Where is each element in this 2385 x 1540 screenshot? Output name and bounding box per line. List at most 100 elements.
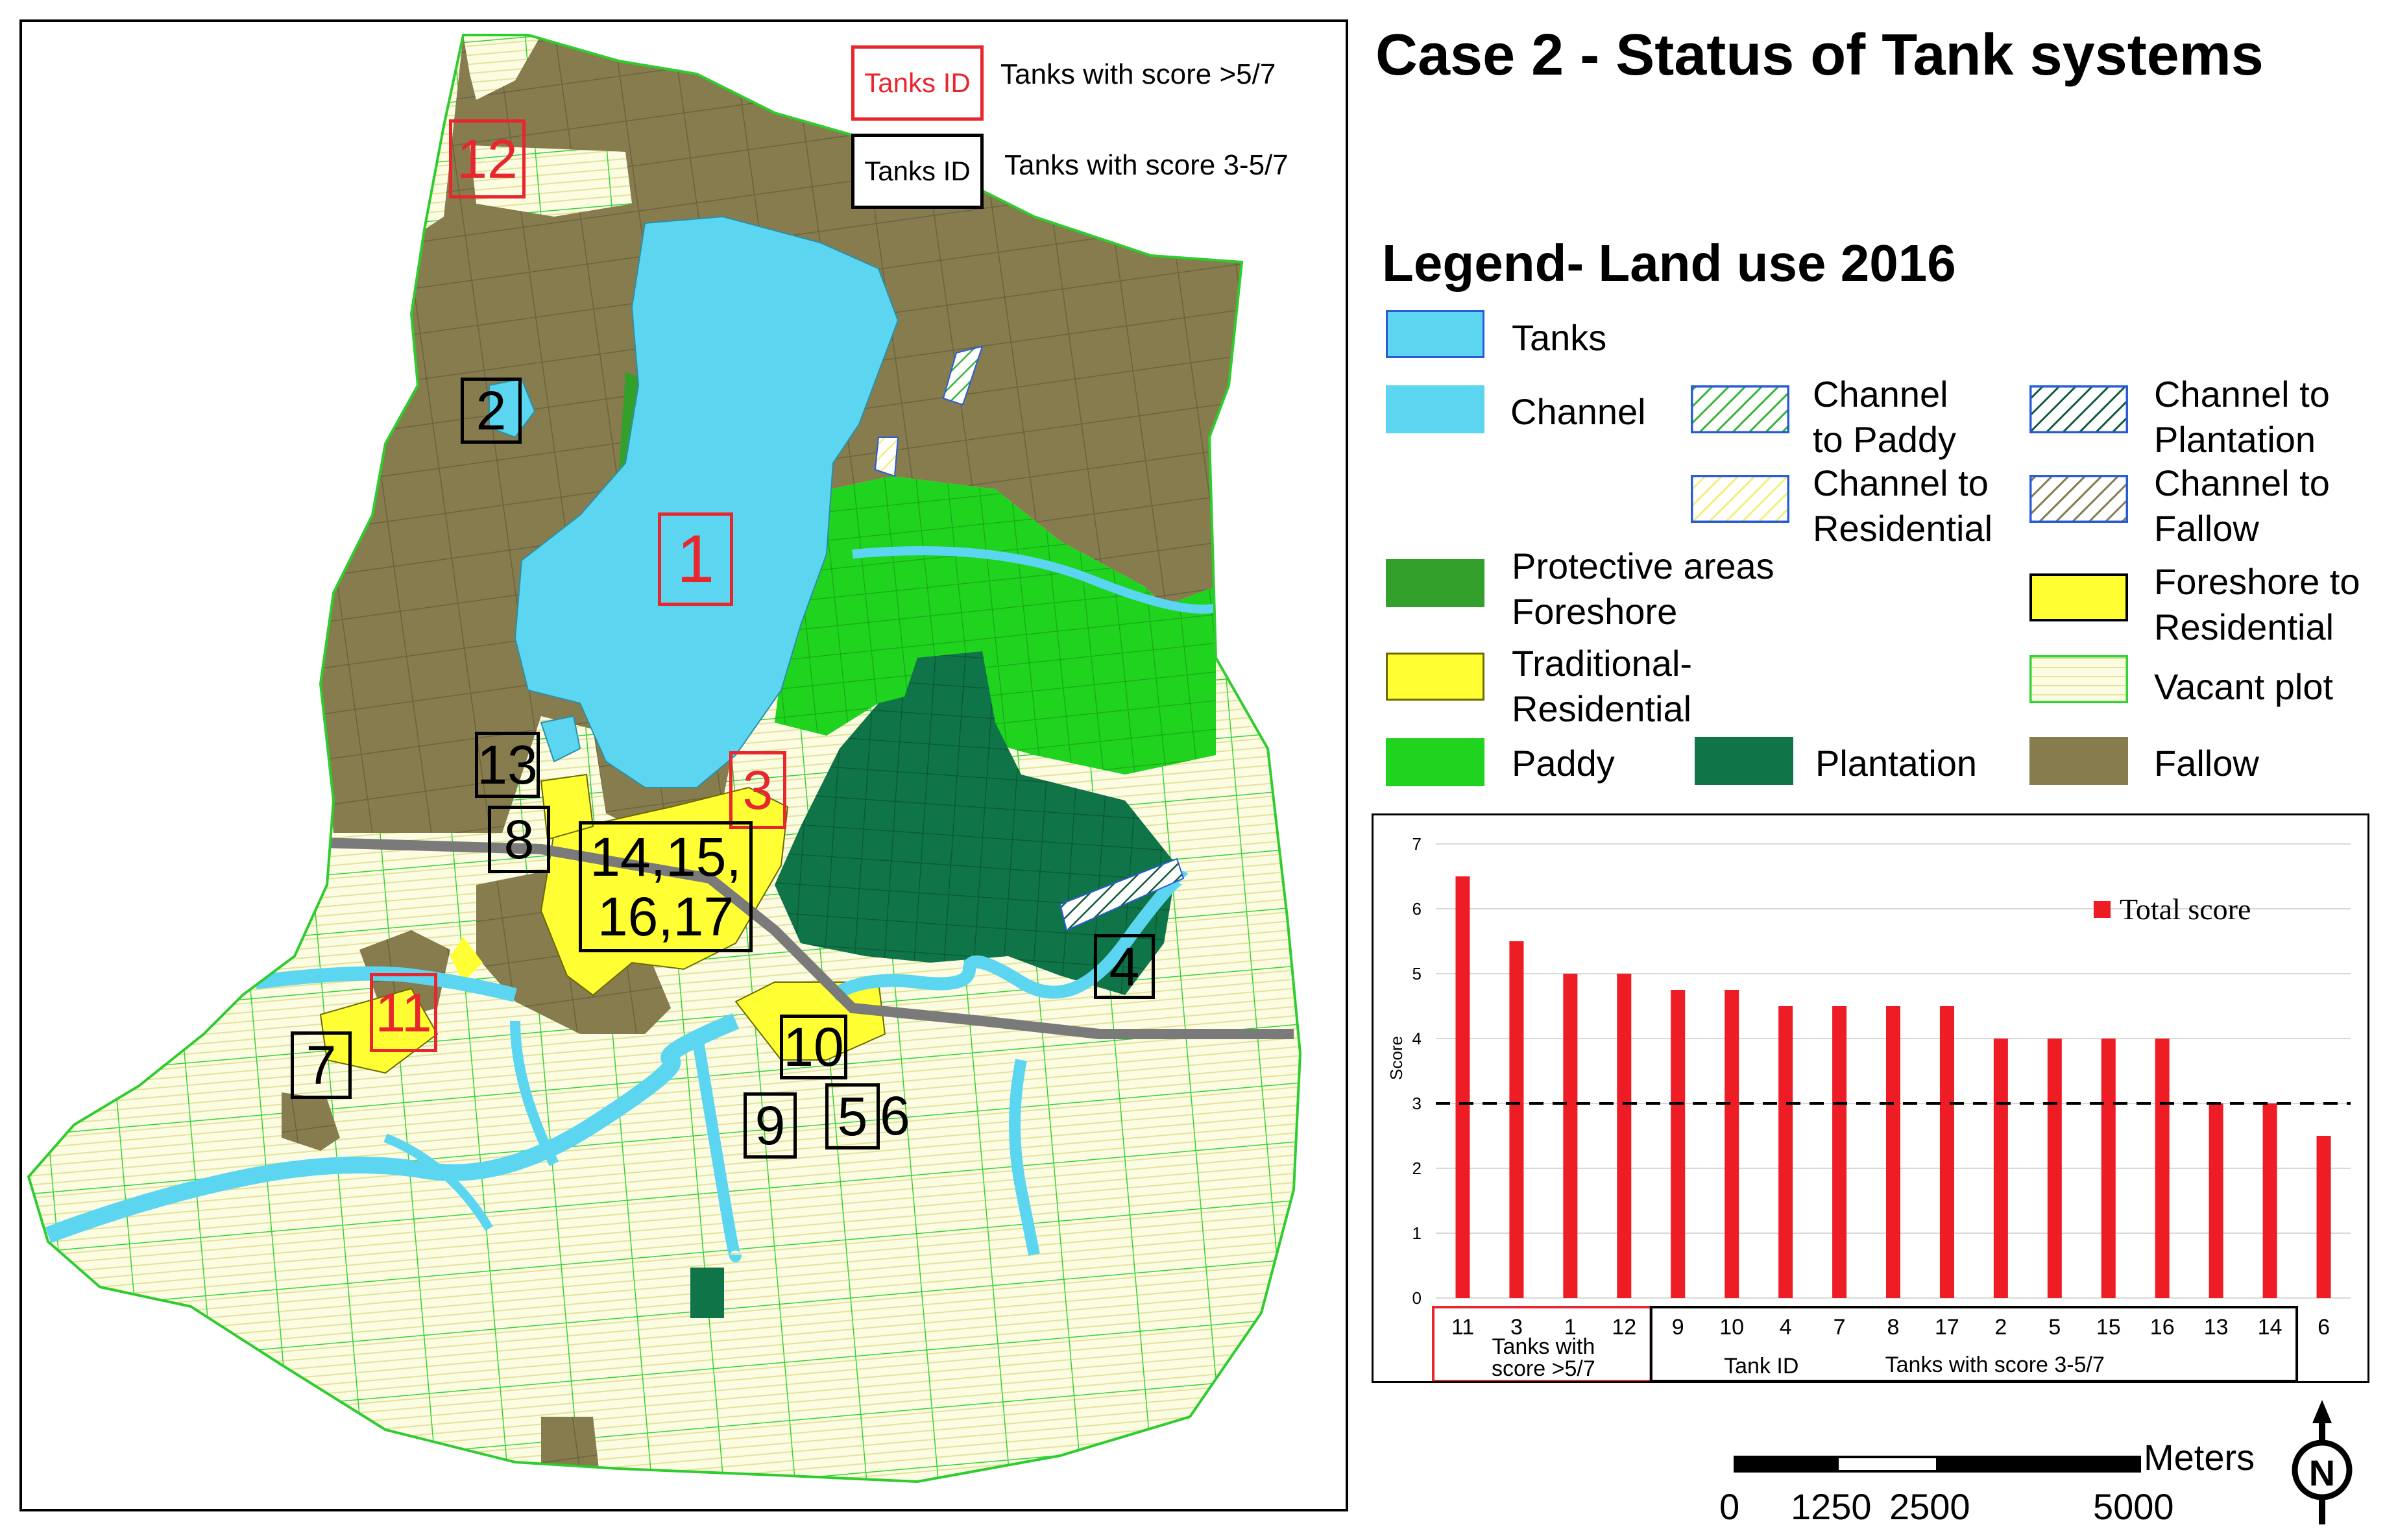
x-tick-label: 10 (1719, 1315, 1744, 1340)
bar (1993, 1039, 2008, 1298)
y-tick-label: 7 (1412, 834, 1422, 854)
legend-label-paddy: Paddy (1512, 743, 1615, 784)
scale-bar-segment-1 (1734, 1456, 1836, 1473)
legend-black-box-label: Tanks ID (864, 156, 971, 186)
scale-label-2500: 2500 (1889, 1486, 1970, 1527)
bar (2047, 1039, 2062, 1298)
bar (2316, 1136, 2331, 1298)
y-tick-label: 3 (1412, 1094, 1422, 1113)
legend-swatch-channel-paddy (1691, 385, 1789, 433)
legend-label-vacant: Vacant plot (2154, 666, 2334, 707)
legend-swatch-channel-residential (1691, 475, 1789, 523)
north-arrow-letter: N (2308, 1452, 2336, 1493)
bar (1832, 1006, 1847, 1298)
legend-label-fallow: Fallow (2154, 743, 2259, 784)
tank-tag-1: 1 (658, 512, 733, 606)
bar (1563, 974, 1578, 1298)
legend-label-channel-plant-2: Plantation (2154, 419, 2316, 460)
legend-label-trad-res-1: Traditional- (1512, 643, 1693, 684)
tank-tag-16-17-text: 16,17 (597, 886, 734, 947)
x-tick-label: 8 (1887, 1315, 1900, 1340)
y-tick-label: 4 (1412, 1029, 1422, 1048)
scale-label-0: 0 (1719, 1486, 1740, 1527)
chart-bars (1455, 876, 2331, 1298)
legend-label-foreshore-res-2: Residential (2154, 607, 2334, 647)
bar (1939, 1006, 1954, 1298)
bar (2262, 1103, 2277, 1298)
page-title: Case 2 - Status of Tank systems (1375, 23, 2264, 88)
tank-tag-11: 11 (370, 973, 437, 1052)
score-chart-svg: 0 12 3 4 5 6 7 Score Total score 1 1 3 1 1 2 9 10 4 7 8 1… (1386, 834, 2351, 1382)
tank-label-6: 6 (880, 1085, 910, 1146)
x-tick-label: 15 (2096, 1315, 2121, 1340)
legend-label-channel-paddy-1: Channel (1813, 374, 1948, 415)
x-tick-label: 13 (2204, 1315, 2229, 1340)
legend-label-channel-res-1: Channel to (1813, 463, 1989, 503)
legend-title: Legend- Land use 2016 (1382, 234, 1956, 292)
x-tick-label: 7 (1834, 1315, 1846, 1340)
x-tick-label: 9 (1672, 1315, 1684, 1340)
x-tick-label: 3 (1510, 1315, 1523, 1340)
x-tick-label: 11 (1451, 1315, 1474, 1340)
bar (1455, 876, 1470, 1298)
y-axis-label: Score (1386, 1036, 1406, 1080)
legend-swatch-tanks (1386, 310, 1484, 358)
legend-label-channel-paddy-2: to Paddy (1813, 419, 1957, 460)
tank-tag-2: 2 (461, 378, 522, 444)
land-use-map-svg (27, 34, 1302, 1484)
bar (2155, 1039, 2170, 1298)
chart-legend-swatch (2094, 901, 2111, 918)
scale-label-5000: 5000 (2093, 1486, 2174, 1527)
scale-bar-segment-2 (1836, 1456, 1939, 1473)
legend-black-box-desc: Tanks with score 3-5/7 (1004, 149, 1289, 181)
legend-label-channel: Channel (1510, 391, 1646, 432)
bar (1671, 990, 1686, 1298)
legend-swatch-channel (1386, 385, 1484, 433)
chart-y-ticks: 0 1 2 3 4 5 6 7 (1412, 834, 1422, 1308)
legend-label-channel-fallow-2: Fallow (2154, 508, 2259, 549)
legend-label-tanks: Tanks (1512, 317, 1607, 358)
legend-black-box: Tanks ID (851, 134, 984, 209)
tank-tag-13: 13 (475, 732, 540, 798)
chart-legend-label: Total score (2120, 893, 2251, 926)
legend-red-box: Tanks ID (851, 45, 984, 121)
x-tick-label: 12 (1612, 1315, 1636, 1340)
legend-swatch-vacant (2029, 655, 2128, 703)
legend-swatch-channel-plantation (2029, 385, 2128, 433)
legend-label-channel-plant-1: Channel to (2154, 374, 2330, 415)
x-tick-label: 17 (1935, 1315, 1959, 1340)
y-tick-label: 2 (1412, 1159, 1422, 1178)
chart-x-tick-labels: 11 3 1 12 9 10 4 7 8 17 2 5 15 16 13 14 6 (1451, 1315, 2330, 1340)
scale-bar-unit: Meters (2144, 1437, 2255, 1478)
y-tick-label: 0 (1412, 1288, 1422, 1308)
scale-bar-segment-3 (1939, 1456, 2141, 1473)
group-high-label-line2: score >5/7 (1492, 1356, 1595, 1381)
legend-swatch-paddy (1386, 738, 1484, 786)
x-tick-label: 1 (1564, 1315, 1577, 1340)
group-high-label-line1: Tanks with (1492, 1334, 1595, 1359)
bar (1778, 1006, 1793, 1298)
tank-tag-5: 5 (825, 1083, 880, 1149)
legend-label-channel-fallow-1: Channel to (2154, 463, 2330, 503)
y-tick-label: 5 (1412, 964, 1422, 983)
x-tick-label: 5 (2048, 1315, 2061, 1340)
tank-tag-8: 8 (488, 806, 550, 873)
bar (2209, 1103, 2223, 1298)
x-tick-label: 14 (2258, 1315, 2282, 1340)
tank-tag-14-15-text: 14,15, (590, 826, 742, 887)
x-tick-label: 6 (2318, 1315, 2330, 1340)
legend-swatch-channel-fallow (2029, 475, 2128, 523)
x-axis-label: Tank ID (1724, 1354, 1798, 1378)
legend-label-channel-res-2: Residential (1813, 508, 1993, 549)
bar (1509, 941, 1524, 1298)
tank-tag-9: 9 (744, 1092, 797, 1159)
legend-swatch-plantation (1695, 737, 1793, 785)
x-tick-label: 4 (1780, 1315, 1792, 1340)
legend-swatch-fallow (2029, 737, 2128, 785)
bar (1617, 974, 1632, 1298)
north-arrow-icon (2292, 1400, 2353, 1524)
legend-red-box-desc: Tanks with score >5/7 (1000, 58, 1276, 90)
group-mid-label: Tanks with score 3-5/7 (1885, 1353, 2105, 1377)
x-tick-label: 2 (1994, 1315, 2007, 1340)
